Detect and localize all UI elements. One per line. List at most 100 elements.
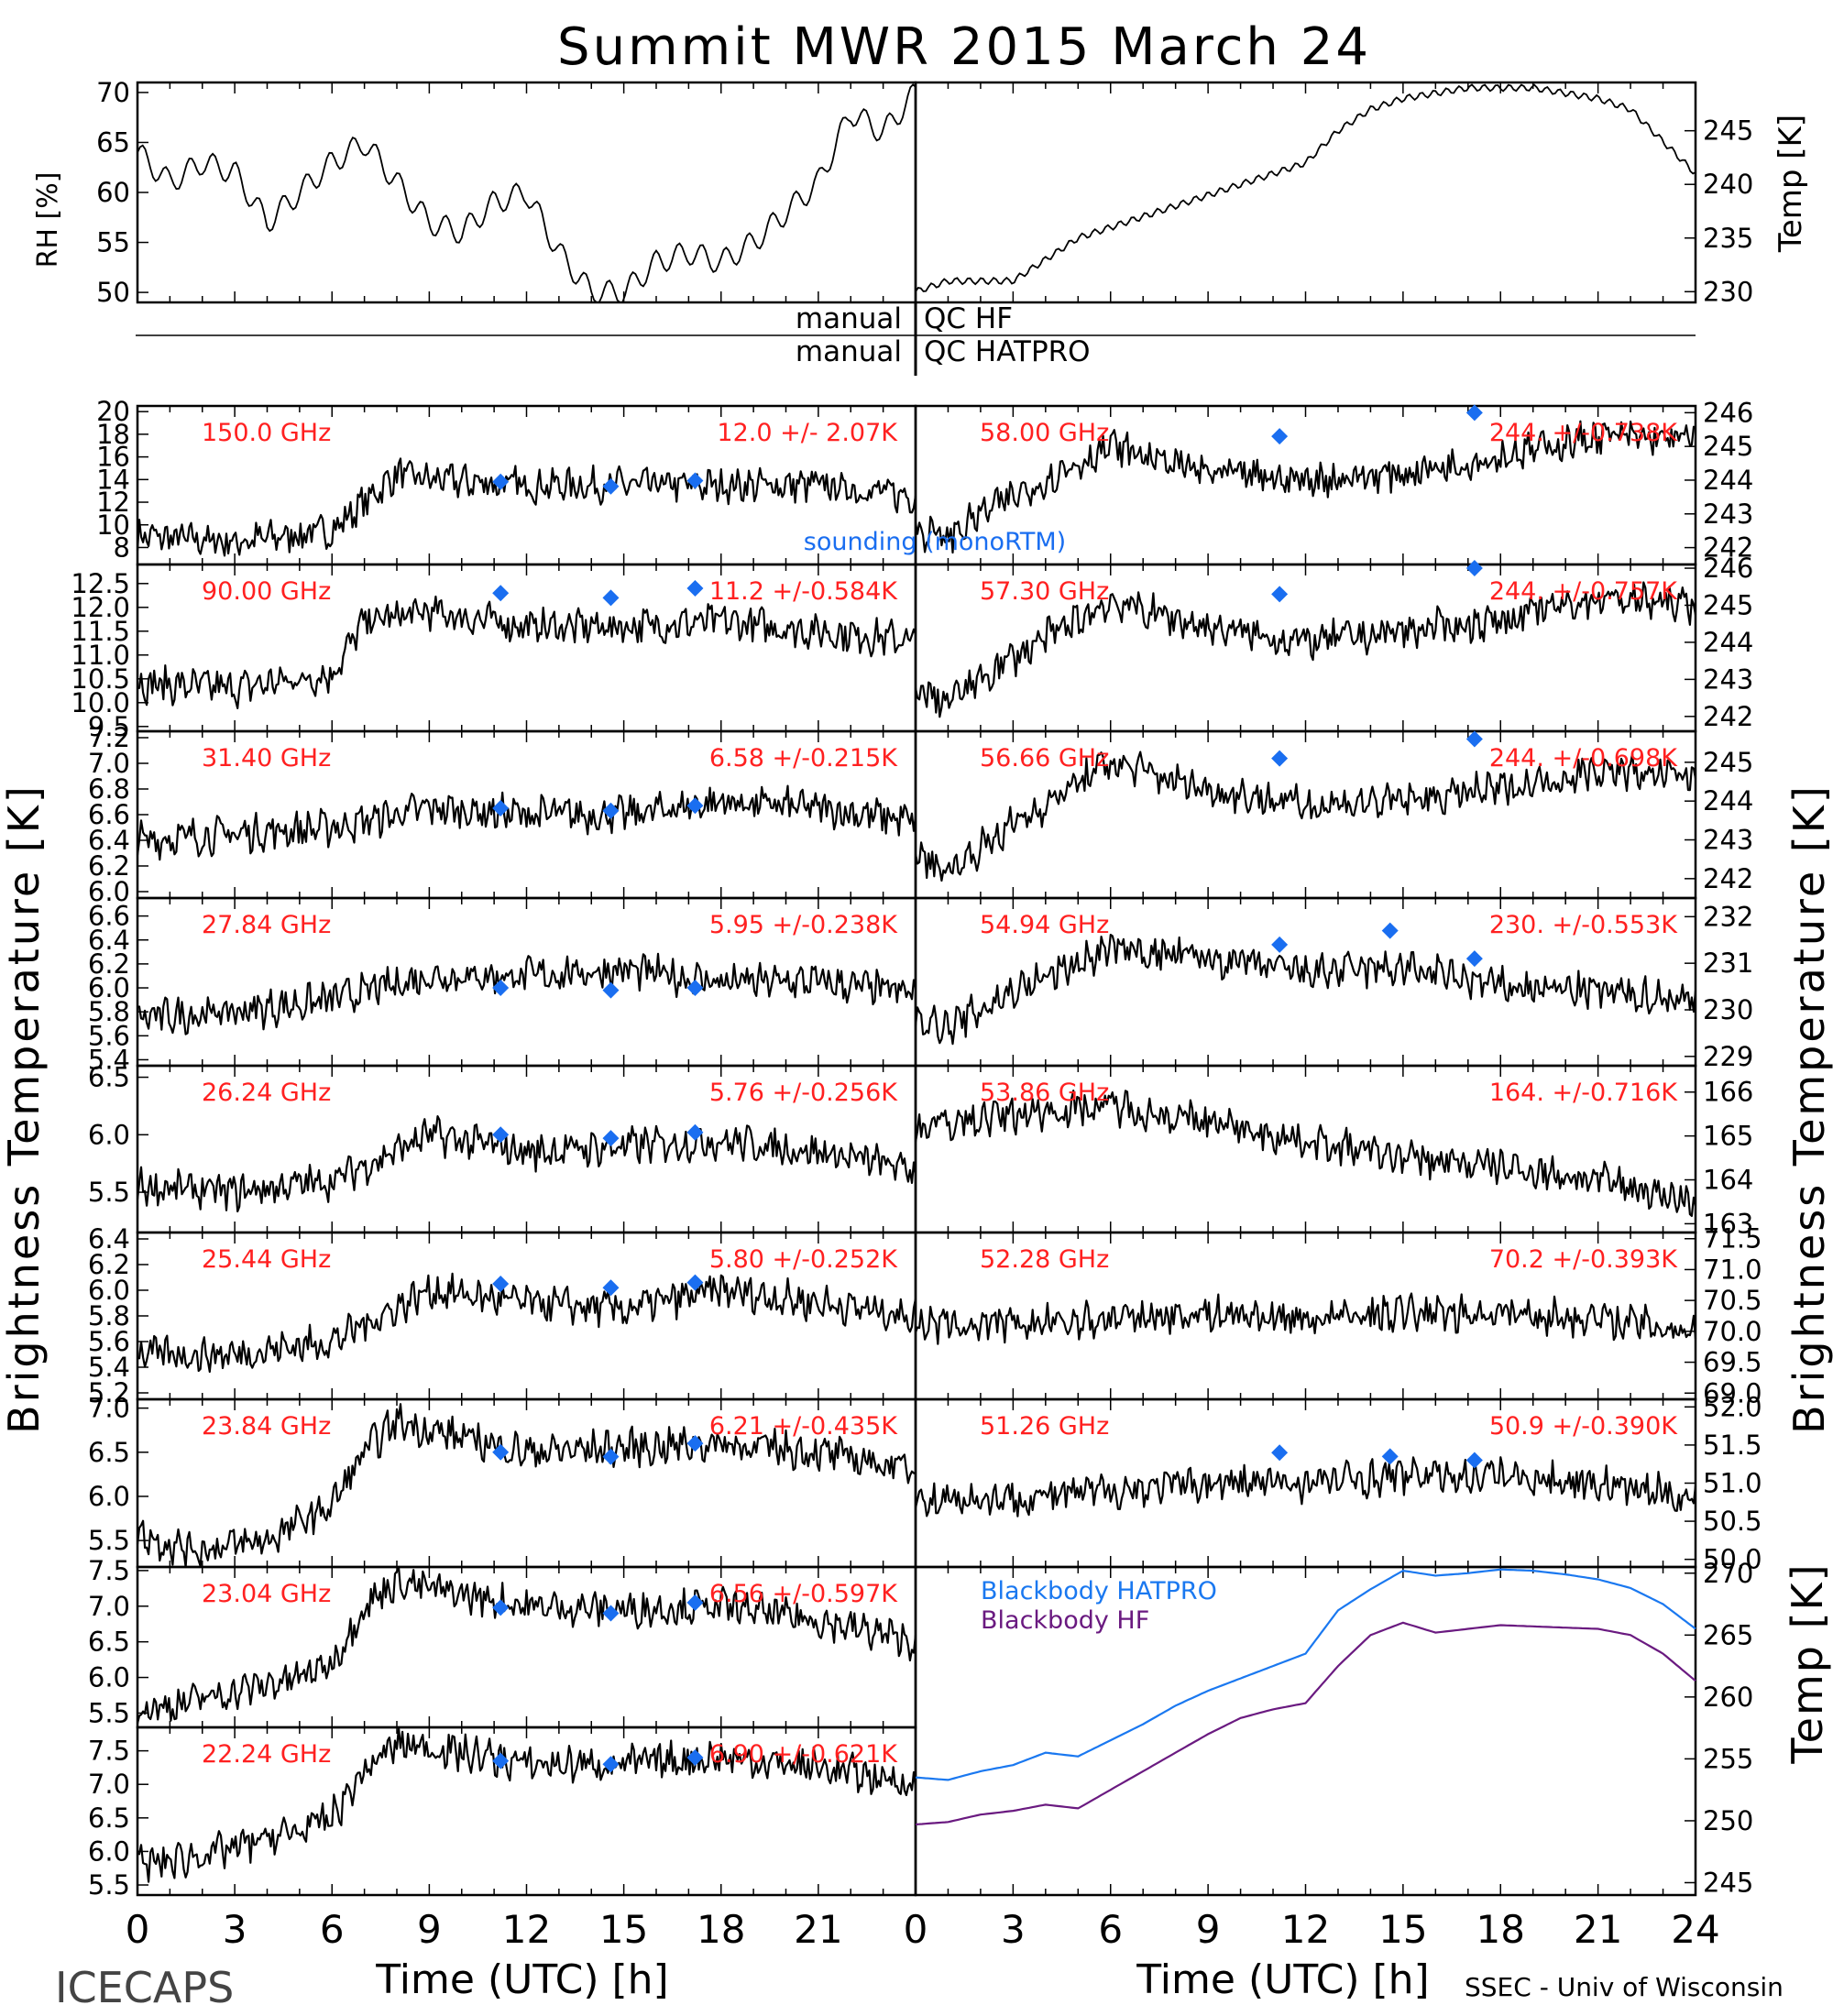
channel-23-04-sounding-point [686, 1594, 704, 1611]
x-tick-label-right: 0 [904, 1907, 928, 1952]
channel-53-86-ytick-label: 166 [1703, 1077, 1753, 1108]
channel-23-04-ytick-label: 6.0 [88, 1662, 130, 1693]
rh-ytick-label: 50 [96, 277, 130, 308]
channel-27-84-ytick-label: 6.2 [88, 948, 130, 980]
channel-57-30-sounding-point [1465, 560, 1483, 577]
channel-54-94-ytick-label: 230 [1703, 994, 1753, 1025]
channel-52-28-ytick-label: 69.0 [1703, 1377, 1762, 1408]
channel-23-04-sounding-point [492, 1599, 510, 1616]
x-tick-label-left: 3 [223, 1907, 247, 1952]
channel-54-94-stat-label: 230. +/-0.553K [1489, 911, 1678, 939]
x-axis-label-left: Time (UTC) [h] [375, 1956, 668, 2003]
channel-23-84-freq-label: 23.84 GHz [202, 1412, 331, 1441]
channel-54-94-ytick-label: 232 [1703, 901, 1753, 932]
channel-90-00-freq-label: 90.00 GHz [202, 577, 331, 606]
channel-23-04-ytick-label: 6.5 [88, 1627, 130, 1658]
channel-52-28-trace [914, 1292, 1697, 1345]
footer-right: SSEC - Univ of Wisconsin [1465, 1972, 1784, 2002]
channel-90-00-sounding-point [492, 585, 510, 602]
channel-90-00-trace [137, 595, 917, 709]
rh-axis-label: RH [%] [32, 172, 64, 268]
channel-23-84-sounding-point [492, 1443, 510, 1461]
channel-23-04-sounding-point [602, 1605, 620, 1622]
channel-25-44-sounding-point [686, 1274, 704, 1291]
channel-51-26-ytick-label: 51.0 [1703, 1468, 1762, 1499]
channel-26-24-sounding-point [602, 1130, 620, 1147]
blackbody-ytick-label: 250 [1703, 1805, 1753, 1836]
channel-150-0-ytick-label: 18 [96, 419, 130, 450]
channel-27-84-ytick-label: 6.0 [88, 972, 130, 1003]
channel-22-24-panel: 5.56.06.57.07.5 22.24 GHz 6.90 +/-0.621K [88, 1726, 917, 1901]
channel-23-84-sounding-point [602, 1448, 620, 1465]
channel-31-40-trace [136, 784, 917, 861]
qc-hf-right-label: QC HF [924, 302, 1013, 335]
chart-title: Summit MWR 2015 March 24 [557, 17, 1371, 77]
x-tick-label-left: 15 [599, 1907, 648, 1952]
channel-56-66-ytick-label: 244 [1703, 785, 1753, 816]
channel-150-0-sounding-point [492, 473, 510, 490]
channel-56-66-sounding-point [1465, 730, 1483, 748]
channel-58-00-ytick-label: 242 [1703, 532, 1753, 564]
channel-23-04-ytick-label: 7.5 [88, 1555, 130, 1586]
channel-56-66-ytick-label: 243 [1703, 825, 1753, 856]
channel-57-30-trace [914, 581, 1697, 718]
temp-panel: 230 235 240 245 [914, 81, 1753, 307]
channel-57-30-panel: 242 243 244 245 246 57.30 GHz 244. +/-0.757K [914, 553, 1753, 733]
channel-26-24-ytick-label: 5.5 [88, 1177, 130, 1208]
channel-51-26-sounding-point [1271, 1444, 1289, 1462]
channel-56-66-panel: 242 243 244 245 56.66 GHz 244. +/-0.698K [914, 729, 1753, 900]
channel-22-24-sounding-point [602, 1756, 620, 1773]
channel-54-94-ytick-label: 229 [1703, 1041, 1753, 1072]
rh-line [137, 83, 916, 303]
channel-31-40-sounding-point [492, 800, 510, 816]
x-tick-label-left: 6 [320, 1907, 345, 1952]
channel-53-86-freq-label: 53.86 GHz [980, 1079, 1109, 1107]
channel-22-24-ytick-label: 5.5 [88, 1869, 130, 1901]
channel-25-44-ytick-label: 6.2 [88, 1249, 130, 1280]
channel-52-28-stat-label: 70.2 +/-0.393K [1489, 1245, 1678, 1274]
channel-27-84-stat-label: 5.95 +/-0.238K [709, 911, 898, 939]
rh-ytick-label: 65 [96, 126, 130, 158]
channel-150-0-ytick-label: 8 [114, 531, 130, 563]
channel-57-30-ytick-label: 243 [1703, 663, 1753, 695]
blackbody-legend-entry: Blackbody HF [981, 1606, 1149, 1635]
channel-90-00-ytick-label: 12.5 [71, 568, 130, 599]
blackbody-panel: 245 250 255 260 265 270 Blackbody HATPROBlackb… [914, 1558, 1753, 1898]
channel-27-84-ytick-label: 5.8 [88, 996, 130, 1027]
channel-22-24-stat-label: 6.90 +/-0.621K [709, 1740, 898, 1769]
rh-ytick-label: 70 [96, 77, 130, 108]
channel-54-94-sounding-point [1381, 922, 1399, 939]
channel-31-40-freq-label: 31.40 GHz [202, 744, 331, 772]
channel-58-00-freq-label: 58.00 GHz [980, 419, 1109, 447]
x-tick-label-right: 6 [1098, 1907, 1123, 1952]
channel-51-26-sounding-point [1381, 1448, 1399, 1465]
channel-31-40-ytick-label: 6.2 [88, 850, 130, 882]
channel-51-26-sounding-point [1465, 1452, 1483, 1469]
channel-57-30-stat-label: 244. +/-0.757K [1489, 577, 1678, 606]
channel-26-24-freq-label: 26.24 GHz [202, 1079, 331, 1107]
temp-line [915, 83, 1696, 292]
channel-26-24-ytick-label: 6.0 [88, 1119, 130, 1150]
channel-90-00-sounding-point [686, 580, 704, 597]
channel-150-0-ytick-label: 16 [96, 442, 130, 473]
channel-51-26-stat-label: 50.9 +/-0.390K [1489, 1412, 1678, 1441]
channel-27-84-panel: 5.45.65.86.06.26.46.6 27.84 GHz 5.95 +/-0.… [88, 896, 917, 1075]
channel-53-86-ytick-label: 163 [1703, 1208, 1753, 1239]
channel-56-66-freq-label: 56.66 GHz [980, 744, 1109, 772]
channel-90-00-panel: 9.510.010.511.011.512.012.5 90.00 GHz 11.2… [71, 563, 917, 742]
channel-25-44-trace [137, 1272, 917, 1374]
channel-23-04-ytick-label: 5.5 [88, 1697, 130, 1728]
channel-57-30-ytick-label: 245 [1703, 589, 1753, 620]
channel-23-04-panel: 5.5 6.0 6.5 7.0 7.5 23.04 GHz 6.56 +/-0.597K [88, 1555, 917, 1728]
channel-52-28-ytick-label: 71.0 [1703, 1254, 1762, 1285]
channel-150-0-sounding-point [686, 472, 704, 489]
channel-90-00-sounding-point [602, 589, 620, 607]
channel-31-40-panel: 6.06.26.46.66.87.07.2 31.40 GHz 6.58 +/-0.… [88, 722, 917, 907]
channel-58-00-sounding-point [1271, 428, 1289, 445]
temp-ytick-label: 245 [1703, 115, 1753, 147]
qc-hatpro-label: manual [796, 335, 902, 368]
x-axis-label-right: Time (UTC) [h] [1136, 1956, 1429, 2003]
channel-58-00-ytick-label: 244 [1703, 465, 1753, 496]
